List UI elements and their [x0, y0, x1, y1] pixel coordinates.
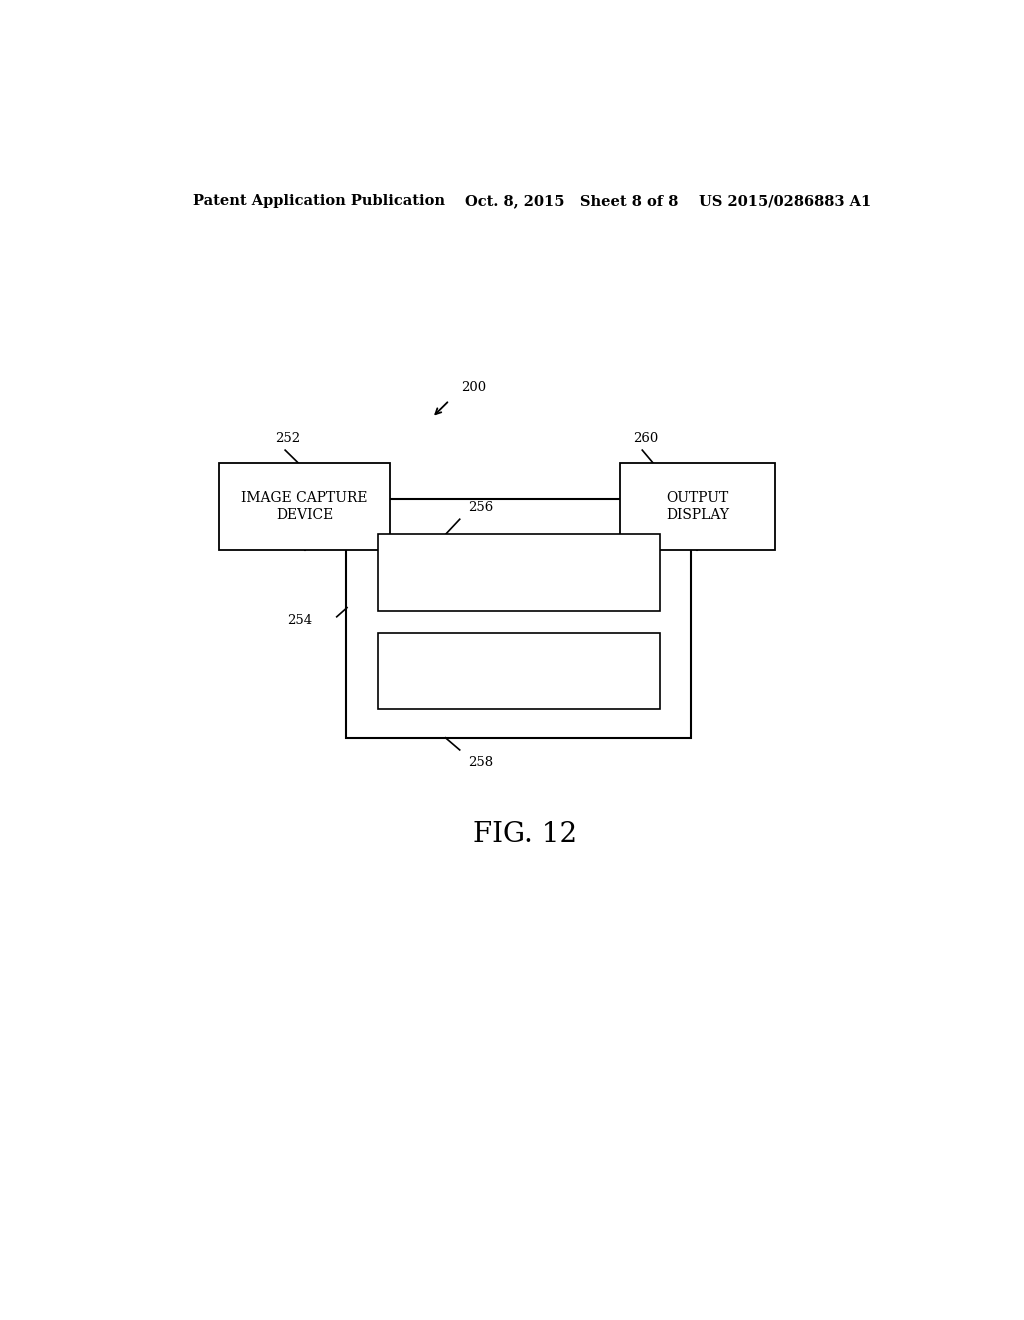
Bar — [620, 463, 775, 549]
Text: Oct. 8, 2015   Sheet 8 of 8: Oct. 8, 2015 Sheet 8 of 8 — [465, 194, 679, 209]
Text: 258: 258 — [468, 756, 493, 770]
Text: 252: 252 — [274, 432, 300, 445]
Text: 254: 254 — [287, 614, 312, 627]
Text: 256: 256 — [468, 502, 493, 515]
Text: IMAGE CAPTURE
DEVICE: IMAGE CAPTURE DEVICE — [242, 491, 368, 521]
Text: PROCESSOR: PROCESSOR — [473, 565, 565, 579]
Text: Patent Application Publication: Patent Application Publication — [194, 194, 445, 209]
Text: US 2015/0286883 A1: US 2015/0286883 A1 — [699, 194, 871, 209]
Bar — [378, 535, 659, 611]
Text: 260: 260 — [634, 432, 658, 445]
Text: OUTPUT
DISPLAY: OUTPUT DISPLAY — [666, 491, 729, 521]
Text: MEMORY: MEMORY — [484, 664, 553, 678]
Text: 200: 200 — [461, 381, 486, 395]
Bar — [378, 634, 659, 709]
Bar — [346, 499, 691, 738]
Bar — [219, 463, 390, 549]
Text: FIG. 12: FIG. 12 — [473, 821, 577, 847]
